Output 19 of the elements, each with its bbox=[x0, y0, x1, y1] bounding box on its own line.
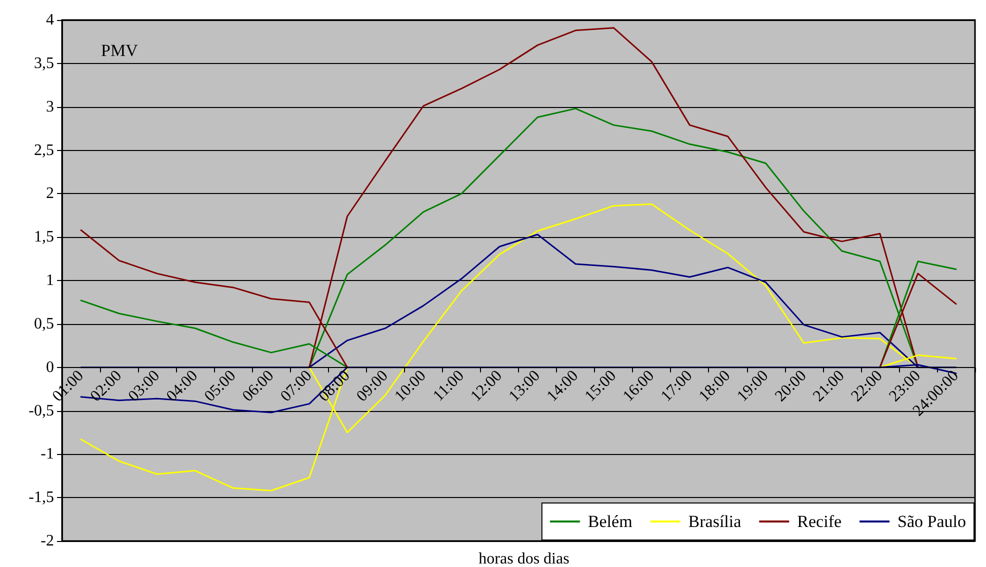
y-tick-label: 3 bbox=[46, 98, 54, 116]
y-tick-label: 0,5 bbox=[34, 315, 54, 332]
text: PMV bbox=[101, 41, 139, 60]
legend-label: São Paulo bbox=[898, 512, 966, 531]
y-tick-label: 1 bbox=[46, 272, 54, 289]
legend-label: Brasília bbox=[688, 512, 742, 531]
y-tick-label: -1,5 bbox=[28, 489, 54, 506]
y-tick-label: -2 bbox=[40, 532, 54, 550]
y-tick-label: 4 bbox=[46, 12, 54, 28]
y-tick-label: 1,5 bbox=[34, 228, 54, 246]
y-tick-label: 2 bbox=[46, 185, 54, 202]
x-axis-title: horas dos dias bbox=[478, 550, 570, 567]
y-tick-label: 0 bbox=[46, 358, 54, 376]
y-tick-label: 2,5 bbox=[34, 142, 54, 159]
legend-label: Belém bbox=[588, 512, 632, 531]
y-tick-label: -1 bbox=[40, 446, 54, 463]
y-tick-label: 3,5 bbox=[34, 54, 54, 72]
y-tick-label: -0,5 bbox=[28, 402, 54, 420]
legend-label: Recife bbox=[797, 512, 842, 531]
